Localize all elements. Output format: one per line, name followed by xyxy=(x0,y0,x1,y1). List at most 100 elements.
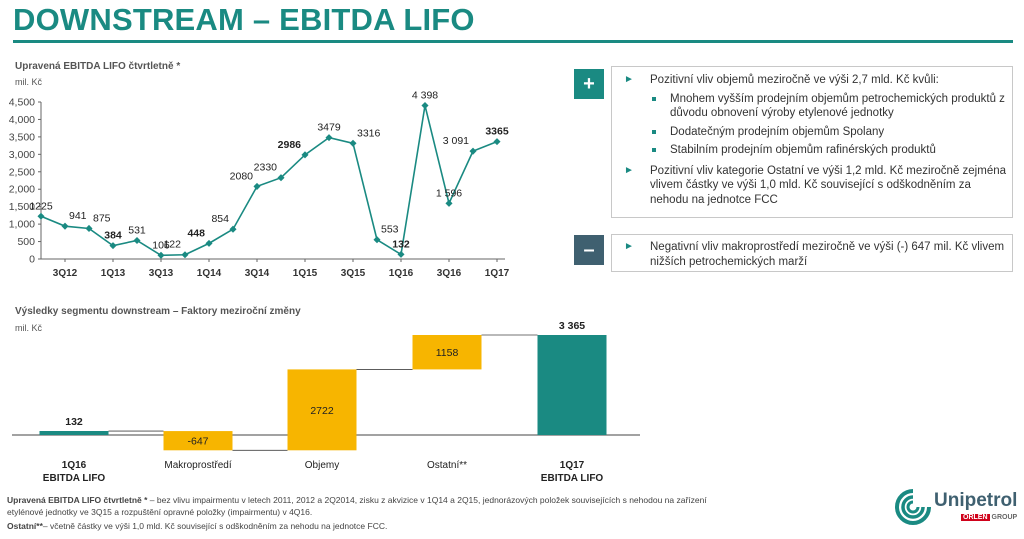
data-label: 132 xyxy=(392,238,410,250)
data-label: 132 xyxy=(65,416,83,428)
y-tick-label: 4,000 xyxy=(9,114,35,126)
waterfall-bar xyxy=(287,369,357,451)
positive-subitem-text: Dodatečným prodejním objemům Spolany xyxy=(670,125,885,138)
data-label: 875 xyxy=(93,212,111,224)
footnote-1-text: – bez vlivu impairmentu v letech 2011, 2… xyxy=(7,495,707,517)
arrow-bullet-icon: ► xyxy=(624,241,634,252)
x-tick-label: 1Q15 xyxy=(293,268,318,279)
unipetrol-logo: Unipetrol ORLEN GROUP xyxy=(893,487,1023,532)
positive-item: ► Pozitivní vliv objemů meziročně ve výš… xyxy=(612,73,1012,88)
data-point xyxy=(469,147,477,155)
x-tick-label: 3Q12 xyxy=(53,268,78,279)
data-label: 854 xyxy=(211,213,229,225)
x-tick-label: 3Q16 xyxy=(437,268,462,279)
data-label: 531 xyxy=(128,224,146,236)
footnote-2-label: Ostatní** xyxy=(7,521,43,531)
data-label: 2986 xyxy=(278,139,302,151)
y-tick-label: 1,000 xyxy=(9,219,35,231)
data-label: 1225 xyxy=(29,200,53,212)
x-tick-label: 1Q17 xyxy=(485,268,510,279)
line-chart: 0 500 1,000 1,500 2,000 2,500 3,000 3,500 4,000 4… xyxy=(9,90,510,279)
data-label: 448 xyxy=(187,227,205,239)
data-point xyxy=(205,239,213,247)
x-tick-label: 1Q13 xyxy=(101,268,126,279)
data-point xyxy=(37,212,45,220)
data-point xyxy=(397,250,405,258)
x-tick-label: 1Q16 xyxy=(389,268,414,279)
data-point xyxy=(493,138,501,146)
y-tick-label: 2,500 xyxy=(9,166,35,178)
data-label: 553 xyxy=(381,224,399,236)
y-tick-label: 1,500 xyxy=(9,201,35,213)
series-line xyxy=(40,105,498,257)
data-point xyxy=(445,199,453,207)
data-label: 1158 xyxy=(436,347,459,359)
data-point xyxy=(133,236,141,245)
positive-subitem: Dodatečným prodejním objemům Spolany xyxy=(612,125,1012,140)
waterfall-bar xyxy=(412,335,482,370)
data-label: 3 091 xyxy=(443,135,469,147)
data-point xyxy=(349,139,357,147)
data-label: 2080 xyxy=(230,170,254,182)
positive-factors-box: ► Pozitivní vliv objemů meziročně ve výš… xyxy=(611,66,1013,218)
data-label: 122 xyxy=(163,239,181,251)
waterfall-chart: 132 1Q16 EBITDA LIFO -647 Makroprostředí 2722… xyxy=(12,320,640,484)
footnote-2: Ostatní**– včetně částky ve výši 1,0 mld… xyxy=(7,520,727,532)
data-point xyxy=(277,174,285,182)
plus-icon: + xyxy=(574,69,604,99)
orlen-label: ORLEN xyxy=(961,514,990,521)
waterfall-chart-title: Výsledky segmentu downstream – Faktory m… xyxy=(15,306,301,317)
x-tick-label: 3Q14 xyxy=(245,268,270,279)
data-label: 3 365 xyxy=(559,320,585,332)
data-point xyxy=(181,251,189,259)
data-label: 4 398 xyxy=(412,90,438,102)
orlen-group-badge: ORLEN GROUP xyxy=(961,514,1017,521)
data-label: 941 xyxy=(69,210,87,222)
arrow-bullet-icon: ► xyxy=(624,164,634,176)
data-label: 3479 xyxy=(317,122,341,134)
data-point xyxy=(61,222,69,230)
waterfall-chart-unit: mil. Kč xyxy=(15,323,42,333)
group-label: GROUP xyxy=(991,514,1018,521)
y-tick-label: 3,500 xyxy=(9,131,35,143)
positive-item: ► Pozitivní vliv kategorie Ostatní ve vý… xyxy=(612,164,1012,208)
data-point xyxy=(301,151,309,159)
data-point xyxy=(421,102,429,110)
line-chart-unit: mil. Kč xyxy=(15,77,42,87)
title-divider xyxy=(13,40,1013,43)
data-label: 3365 xyxy=(485,126,509,138)
positive-item-text: Pozitivní vliv kategorie Ostatní ve výši… xyxy=(650,164,1007,206)
category-label-line2: EBITDA LIFO xyxy=(541,473,604,484)
square-bullet-icon xyxy=(652,148,656,152)
arrow-bullet-icon: ► xyxy=(624,74,634,85)
data-label: 384 xyxy=(104,230,122,242)
negative-factors-box: ► Negativní vliv makroprostředí meziročn… xyxy=(611,234,1013,272)
logo-wordmark: Unipetrol xyxy=(934,490,1018,511)
waterfall-bar xyxy=(537,335,607,435)
category-label-line2: EBITDA LIFO xyxy=(43,473,106,484)
minus-icon: – xyxy=(574,235,604,265)
footnote-1-label: Upravená EBITDA LIFO čtvrtletně * xyxy=(7,495,148,505)
page-title: DOWNSTREAM – EBITDA LIFO xyxy=(13,2,475,37)
y-tick-label: 4,500 xyxy=(9,97,35,109)
positive-subitem-text: Mnohem vyšším prodejním objemům petroche… xyxy=(670,92,1005,120)
data-label: 2722 xyxy=(310,405,334,417)
category-label: 1Q17 xyxy=(560,460,585,471)
category-label: Ostatní** xyxy=(427,460,467,471)
positive-subitem: Stabilním prodejním objemům rafinérských… xyxy=(612,143,1012,158)
unipetrol-swirl-icon xyxy=(895,489,931,525)
category-label: 1Q16 xyxy=(62,460,87,471)
data-label: 2330 xyxy=(254,162,278,174)
square-bullet-icon xyxy=(652,129,656,134)
data-point xyxy=(373,236,381,244)
x-tick-label: 3Q13 xyxy=(149,268,174,279)
positive-subitem: Mnohem vyšším prodejním objemům petroche… xyxy=(612,92,1012,121)
data-label: 3316 xyxy=(357,127,381,139)
x-tick-label: 1Q14 xyxy=(197,268,222,279)
data-point xyxy=(325,134,333,142)
line-chart-title: Upravená EBITDA LIFO čtvrtletně * xyxy=(15,61,181,72)
data-point xyxy=(109,242,117,250)
data-label: -647 xyxy=(187,436,208,448)
negative-item: ► Negativní vliv makroprostředí meziročn… xyxy=(612,240,1012,269)
waterfall-bar xyxy=(163,431,233,451)
